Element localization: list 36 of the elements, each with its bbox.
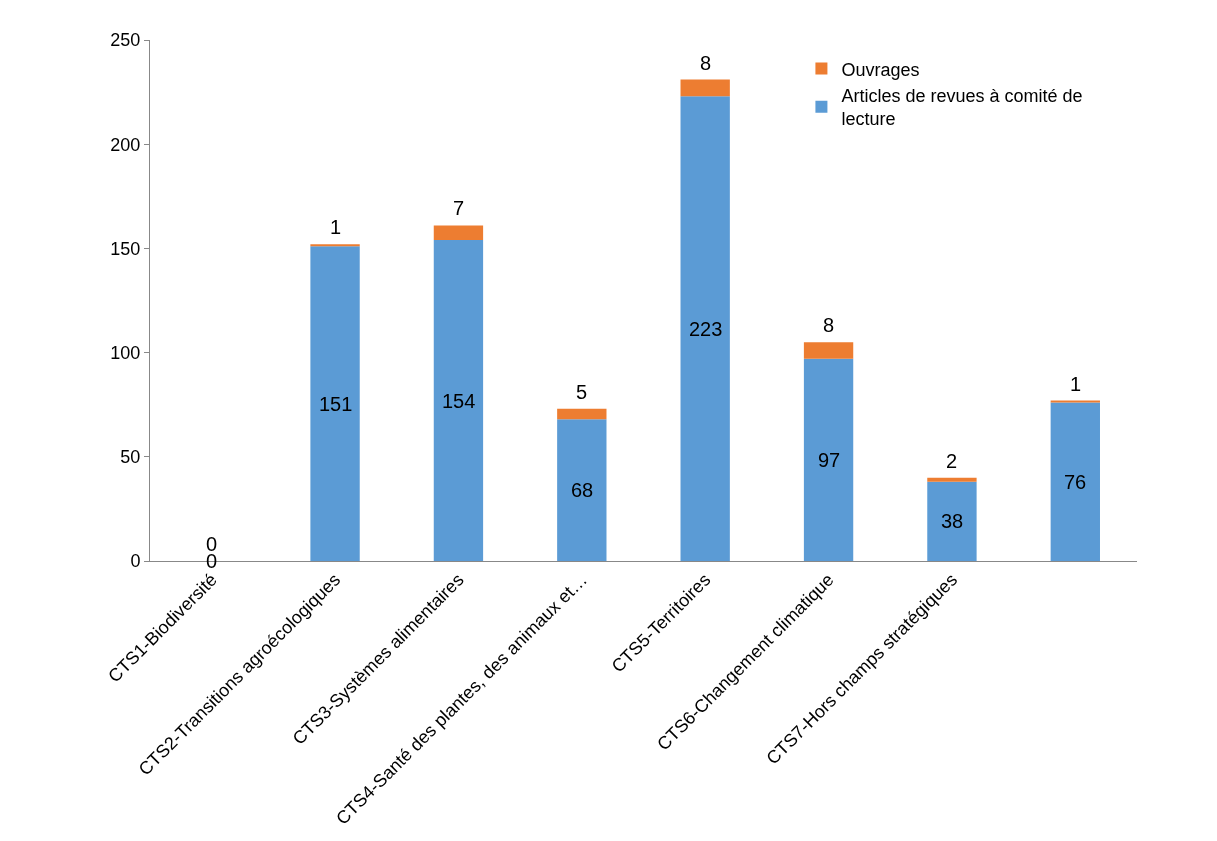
data-label: 68 xyxy=(571,479,594,501)
bar xyxy=(1050,402,1100,561)
bar xyxy=(927,481,977,561)
bar xyxy=(1050,400,1100,403)
bar xyxy=(803,342,854,359)
data-label: 2 xyxy=(946,450,958,472)
bar xyxy=(433,240,484,561)
bar xyxy=(310,246,360,561)
data-label: 76 xyxy=(1064,471,1087,493)
data-label: 7 xyxy=(453,197,465,219)
bar xyxy=(433,225,484,241)
legend-label: Ouvrages xyxy=(841,59,920,80)
y-tick-label: 100 xyxy=(110,342,141,363)
bar xyxy=(557,408,607,420)
y-tick-label: 150 xyxy=(110,238,141,259)
data-label: 151 xyxy=(319,393,353,415)
data-label: 8 xyxy=(823,314,835,336)
data-label: 1 xyxy=(330,216,342,238)
bar xyxy=(927,477,977,482)
data-label: 8 xyxy=(700,52,712,74)
y-tick-label: 250 xyxy=(110,30,141,51)
bar xyxy=(803,358,854,561)
bar xyxy=(680,96,730,561)
legend-label: Articles de revues à comité de lecture xyxy=(841,86,1083,130)
data-label: 1 xyxy=(1070,373,1082,395)
y-tick-label: 50 xyxy=(120,447,141,468)
data-label: 38 xyxy=(941,510,964,532)
bar xyxy=(310,244,360,247)
data-label: 97 xyxy=(818,449,841,471)
y-tick-label: 200 xyxy=(110,134,141,155)
data-label: 5 xyxy=(576,381,588,403)
data-label: 154 xyxy=(442,390,476,412)
data-label: 223 xyxy=(689,318,723,340)
y-tick-label: 0 xyxy=(130,551,141,572)
bar xyxy=(680,79,730,97)
bar xyxy=(557,419,607,561)
